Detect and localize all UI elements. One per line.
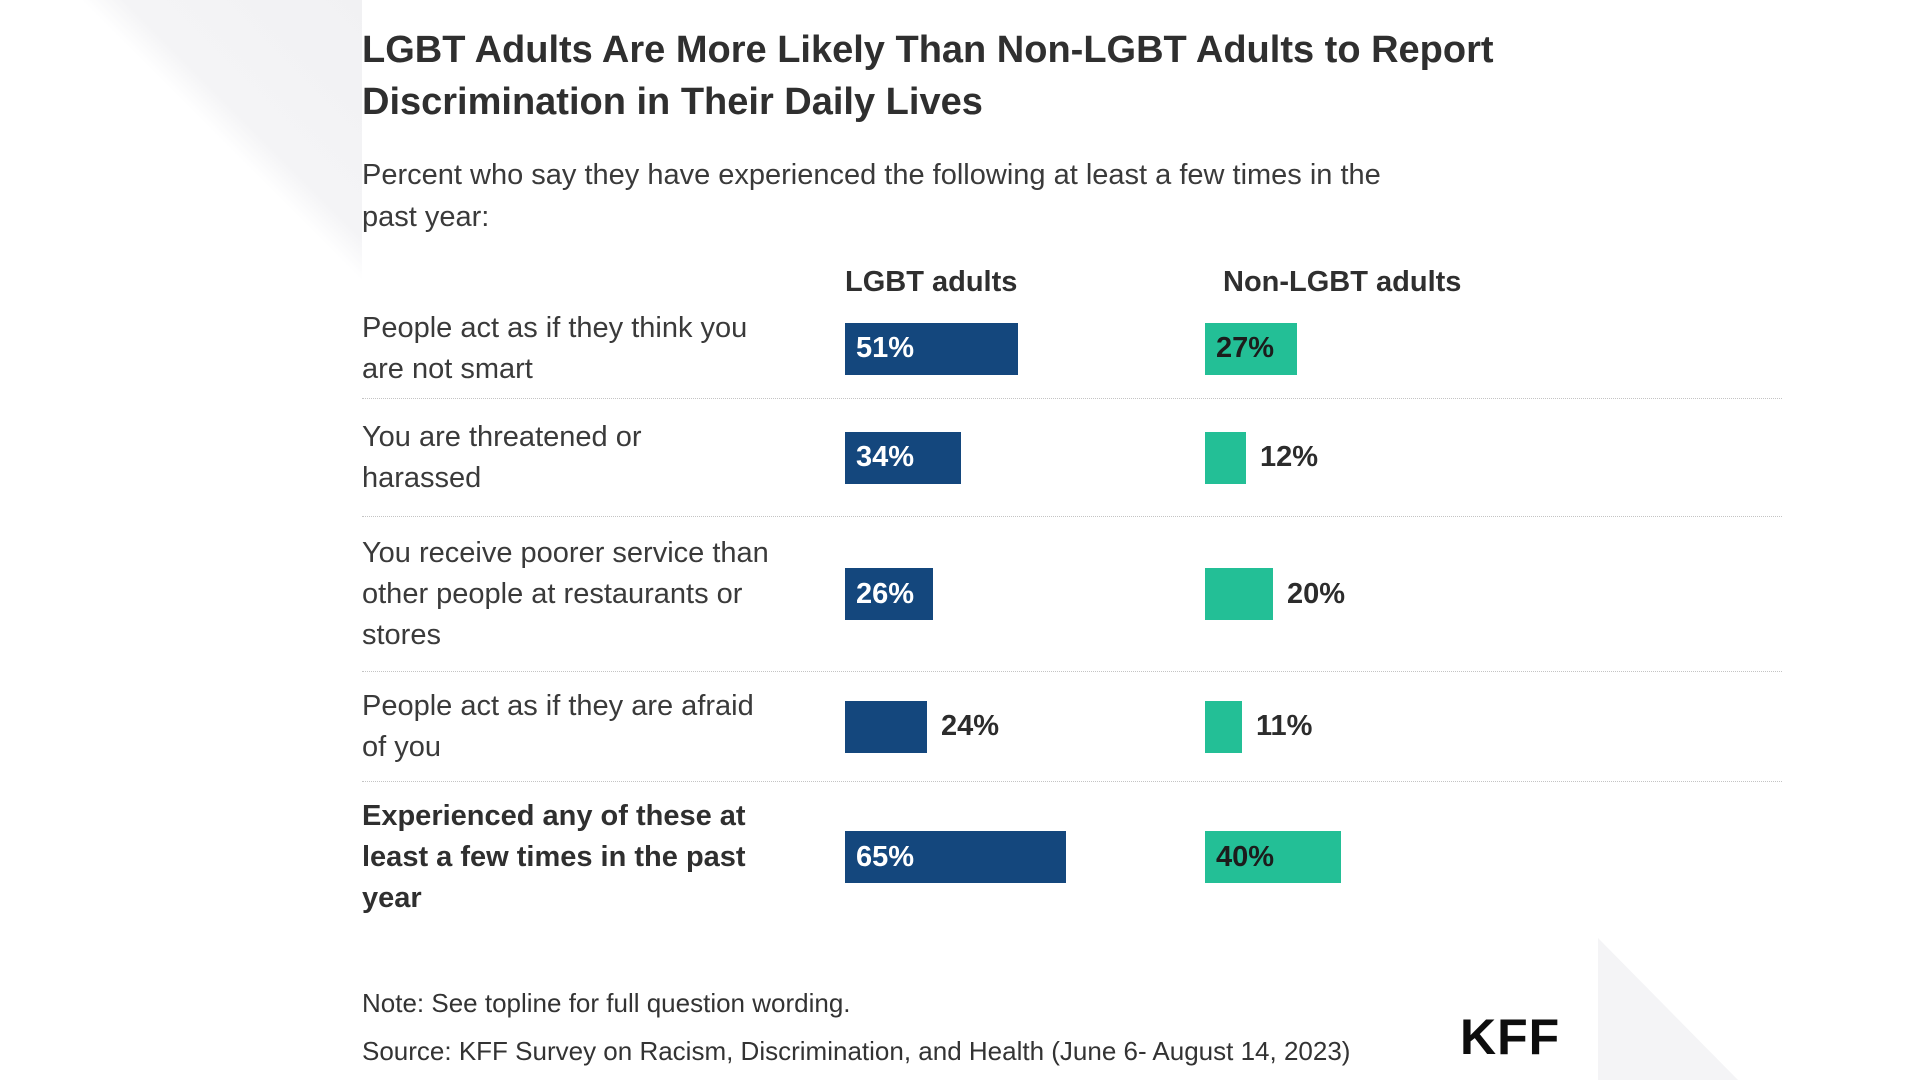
lgbt-bar-value: 51%: [856, 332, 915, 364]
chart-row: People act as if they think you are not …: [362, 299, 1782, 399]
category-label: People act as if they are afraid of you: [362, 689, 754, 763]
header-spacer: [362, 266, 845, 299]
non-lgbt-bar-value: 20%: [1287, 577, 1346, 610]
non-lgbt-bar-cell: 40%: [1205, 831, 1782, 883]
lgbt-bar: 26%: [845, 568, 933, 620]
non-lgbt-bar-value: 12%: [1260, 441, 1319, 473]
lgbt-bar-cell: 24%: [845, 700, 1205, 753]
chart-row: You receive poorer service than other pe…: [362, 517, 1782, 672]
chart-row: People act as if they are afraid of you …: [362, 672, 1782, 782]
non-lgbt-bar-cell: 12%: [1205, 431, 1782, 484]
non-lgbt-bar: [1205, 568, 1273, 620]
source-text: Source: KFF Survey on Racism, Discrimina…: [362, 1036, 1351, 1066]
non-lgbt-bar: [1205, 700, 1242, 753]
chart-title: LGBT Adults Are More Likely Than Non-LGB…: [362, 29, 1494, 123]
non-lgbt-bar-value: 27%: [1216, 332, 1275, 364]
lgbt-bar: 51%: [845, 322, 1018, 375]
category-label: You receive poorer service than other pe…: [362, 536, 769, 651]
kff-logo: KFF: [1460, 1009, 1561, 1065]
background-wedge-top-left: [0, 0, 362, 1080]
non-lgbt-bar-cell: 20%: [1205, 568, 1782, 620]
column-headers: LGBT adults Non-LGBT adults: [362, 266, 1782, 299]
lgbt-bar-value: 65%: [856, 840, 915, 873]
chart-rows: People act as if they think you are not …: [362, 299, 1782, 932]
lgbt-bar-cell: 51%: [845, 322, 1205, 375]
non-lgbt-bar-cell: 27%: [1205, 322, 1782, 375]
lgbt-bar-cell: 26%: [845, 568, 1205, 620]
lgbt-bar-cell: 65%: [845, 831, 1205, 883]
lgbt-bar-value: 26%: [856, 577, 915, 610]
chart-row: Experienced any of these at least a few …: [362, 782, 1782, 932]
lgbt-bar: 34%: [845, 431, 961, 484]
non-lgbt-bar-value: 11%: [1256, 710, 1313, 742]
non-lgbt-bar: 40%: [1205, 831, 1341, 883]
category-label: People act as if they think you are not …: [362, 311, 748, 385]
chart-row: You are threatened or harassed 34% 12%: [362, 399, 1782, 517]
category-label: You are threatened or harassed: [362, 420, 642, 494]
lgbt-bar: 65%: [845, 831, 1066, 883]
column-header-non-lgbt: Non-LGBT adults: [1223, 266, 1462, 298]
chart-content: LGBT Adults Are More Likely Than Non-LGB…: [362, 0, 1782, 1070]
chart-subtitle: Percent who say they have experienced th…: [362, 159, 1381, 233]
lgbt-bar-value: 34%: [856, 441, 915, 473]
non-lgbt-bar-cell: 11%: [1205, 700, 1782, 753]
note-text: Note: See topline for full question word…: [362, 988, 851, 1018]
lgbt-bar-value: 24%: [941, 710, 1000, 742]
category-label: Experienced any of these at least a few …: [362, 799, 746, 914]
lgbt-bar-cell: 34%: [845, 431, 1205, 484]
lgbt-bar: [845, 700, 927, 753]
non-lgbt-bar: [1205, 431, 1246, 484]
non-lgbt-bar: 27%: [1205, 322, 1297, 375]
column-header-lgbt: LGBT adults: [845, 266, 1018, 298]
non-lgbt-bar-value: 40%: [1216, 840, 1275, 873]
